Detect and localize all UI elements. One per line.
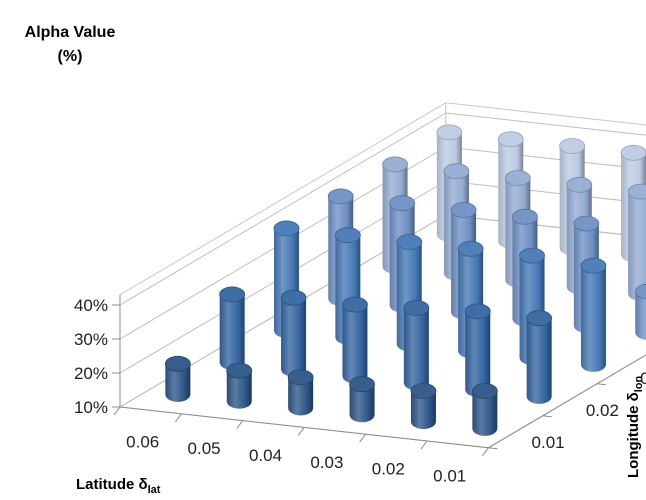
- bar-body: [165, 363, 191, 402]
- chart-title-line1: Alpha Value: [25, 24, 116, 41]
- bar-cylinder: [349, 376, 375, 423]
- bar-cylinder: [627, 183, 646, 302]
- x-tick-label: 0.05: [188, 439, 221, 458]
- bar-body: [349, 384, 375, 423]
- x-tick-label: 0.04: [249, 446, 282, 465]
- gridline: [119, 112, 646, 306]
- bar-cylinder: [526, 310, 553, 404]
- depth-tick-label: 0.01: [532, 433, 565, 452]
- bar-cylinder: [226, 362, 253, 409]
- bar-body: [226, 370, 252, 409]
- bar-cylinder: [287, 369, 314, 416]
- labels-group: Alpha Value (%) Latitude δlat Longitude …: [25, 24, 646, 496]
- bar-cylinder: [219, 286, 246, 370]
- x-tick-mark: [236, 420, 244, 429]
- x-tick-mark: [297, 427, 305, 436]
- bar-body: [628, 191, 646, 302]
- x-tick-mark: [420, 440, 428, 450]
- bar-body: [526, 318, 552, 404]
- bar-top: [580, 257, 607, 274]
- bar-body: [465, 311, 491, 398]
- bar-body: [410, 391, 436, 430]
- bar-cylinder: [580, 257, 607, 372]
- bar-top: [342, 296, 368, 313]
- x-tick-label: 0.02: [372, 460, 405, 479]
- x-tick-label: 0.01: [433, 466, 466, 485]
- bar-body: [342, 304, 368, 384]
- bar-cylinder: [164, 355, 191, 402]
- bar-cylinder: [410, 383, 437, 430]
- bar-body: [219, 294, 245, 370]
- bar-top: [634, 283, 646, 300]
- bar-top: [349, 376, 375, 393]
- x-tick-mark: [113, 406, 121, 416]
- x-tick-mark: [174, 413, 182, 423]
- bar-top: [620, 144, 646, 161]
- bar-top: [526, 310, 553, 327]
- bar-top: [627, 183, 646, 200]
- bar-top: [396, 234, 423, 250]
- bar-top: [226, 362, 253, 379]
- bars-group: [164, 124, 646, 436]
- bar-top: [450, 202, 477, 218]
- bar-cylinder: [403, 300, 430, 391]
- y-tick-label: 40%: [74, 296, 108, 315]
- bar-top: [457, 240, 484, 257]
- bar-top: [334, 227, 361, 244]
- bar-body: [281, 297, 307, 377]
- bar-top: [566, 176, 593, 193]
- depth-tick-label: 0.03: [640, 369, 646, 388]
- bar-body: [472, 391, 498, 436]
- bar-cylinder: [471, 383, 498, 436]
- depth-tick-label: 0.02: [586, 401, 619, 420]
- depth-axis-title-sub: lon: [633, 375, 645, 392]
- depth-tick-mark: [596, 383, 607, 386]
- x-tick-mark: [359, 433, 367, 443]
- bar-top: [471, 383, 498, 399]
- bar-top: [497, 131, 524, 148]
- bar-body: [403, 308, 429, 391]
- bar-top: [443, 163, 470, 180]
- bar-top: [559, 138, 586, 154]
- bar-top: [389, 195, 416, 212]
- bar-top: [504, 170, 531, 186]
- depth-tick-mark: [488, 447, 498, 450]
- depth-axis-title: Longitude δlon: [625, 375, 645, 478]
- x-tick-mark: [481, 447, 489, 457]
- x-axis-title-sub: lat: [148, 484, 161, 496]
- y-tick-label: 30%: [74, 330, 108, 349]
- bar-top: [519, 247, 545, 264]
- bar-top: [410, 383, 437, 399]
- bar-top: [573, 215, 600, 232]
- chart-title-line2: (%): [58, 48, 83, 65]
- bar-body: [288, 377, 314, 416]
- x-axis-title-main: Latitude δ: [76, 476, 148, 493]
- x-tick-label: 0.06: [126, 432, 159, 451]
- bar-body: [580, 265, 606, 372]
- bar-top: [327, 188, 354, 205]
- y-tick-label: 10%: [74, 398, 108, 417]
- bar-cylinder: [342, 296, 368, 384]
- x-tick-label: 0.03: [310, 453, 343, 472]
- bar-top: [273, 220, 300, 237]
- bar-top: [464, 303, 491, 320]
- y-tick-label: 20%: [74, 364, 108, 383]
- bar-top: [219, 286, 246, 303]
- bar-top: [382, 156, 408, 173]
- bar-top: [512, 208, 538, 225]
- bar-top: [164, 355, 191, 372]
- depth-axis-title-main: Longitude δ: [625, 392, 642, 478]
- bar-cylinder: [280, 289, 307, 377]
- bar-cylinder: [464, 303, 491, 398]
- bar-top: [436, 124, 463, 141]
- bar-top: [287, 369, 314, 386]
- bar-cylinder: [634, 283, 646, 340]
- bar-body: [635, 291, 646, 340]
- x-axis-title: Latitude δlat: [76, 476, 161, 496]
- bar-top: [280, 289, 307, 306]
- depth-tick-mark: [542, 415, 552, 418]
- bar-top: [403, 300, 430, 316]
